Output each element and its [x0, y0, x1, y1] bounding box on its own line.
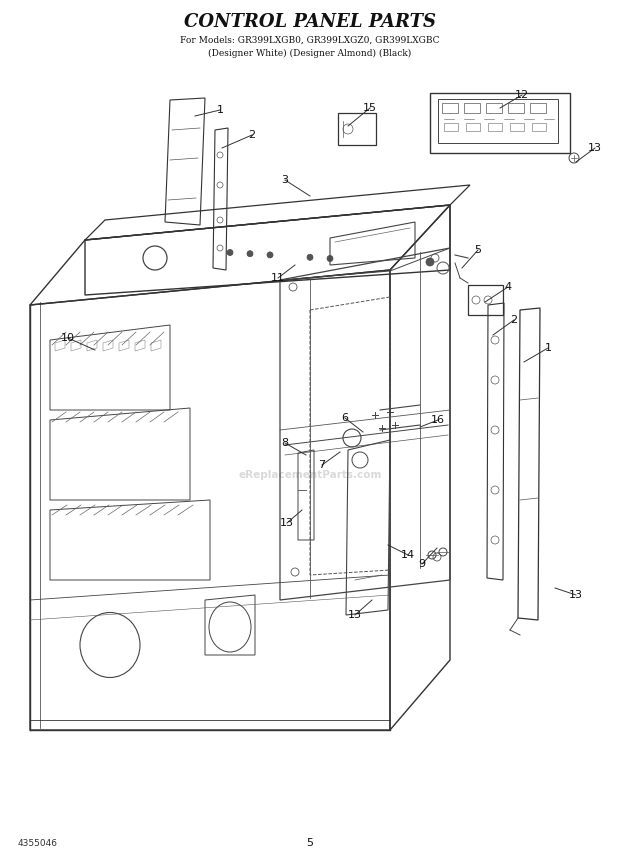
Text: 6: 6: [342, 413, 348, 423]
Bar: [468, 285, 503, 315]
Bar: [488, 123, 502, 131]
Bar: [508, 103, 524, 113]
Bar: [510, 123, 524, 131]
Text: 4: 4: [505, 282, 511, 292]
Bar: [532, 123, 546, 131]
Bar: [338, 113, 376, 145]
Bar: [530, 103, 546, 113]
Text: 13: 13: [348, 610, 362, 620]
Text: 8: 8: [281, 438, 288, 448]
Text: (Designer White) (Designer Almond) (Black): (Designer White) (Designer Almond) (Blac…: [208, 49, 412, 57]
Text: 7: 7: [319, 460, 326, 470]
Text: For Models: GR399LXGB0, GR399LXGZ0, GR399LXGBC: For Models: GR399LXGB0, GR399LXGZ0, GR39…: [180, 35, 440, 45]
Text: 13: 13: [280, 518, 294, 528]
Circle shape: [307, 254, 313, 260]
Text: 3: 3: [281, 175, 288, 185]
Circle shape: [227, 249, 233, 255]
Text: 11: 11: [271, 273, 285, 283]
Text: 13: 13: [569, 590, 583, 600]
Text: 10: 10: [61, 333, 75, 343]
Text: 2: 2: [249, 130, 255, 140]
Text: 9: 9: [418, 559, 425, 569]
Bar: [438, 99, 558, 143]
Text: 15: 15: [363, 103, 377, 113]
Bar: [444, 123, 458, 131]
Bar: [486, 103, 502, 113]
Text: eReplacementParts.com: eReplacementParts.com: [238, 470, 382, 480]
Circle shape: [267, 252, 273, 258]
Text: 5: 5: [474, 245, 482, 255]
Text: 16: 16: [431, 415, 445, 425]
Bar: [464, 103, 480, 113]
Text: 2: 2: [510, 315, 518, 325]
Text: 12: 12: [515, 90, 529, 100]
Text: 14: 14: [401, 550, 415, 560]
Circle shape: [327, 255, 333, 261]
Bar: [466, 123, 480, 131]
Text: 4355046: 4355046: [18, 839, 58, 847]
Bar: [430, 93, 570, 153]
Text: 13: 13: [588, 143, 602, 153]
Text: 5: 5: [306, 838, 314, 848]
Text: 1: 1: [216, 105, 223, 115]
Circle shape: [426, 258, 434, 266]
Text: 1: 1: [544, 343, 552, 353]
Bar: [442, 103, 458, 113]
Text: CONTROL PANEL PARTS: CONTROL PANEL PARTS: [184, 13, 436, 31]
Circle shape: [247, 251, 253, 257]
